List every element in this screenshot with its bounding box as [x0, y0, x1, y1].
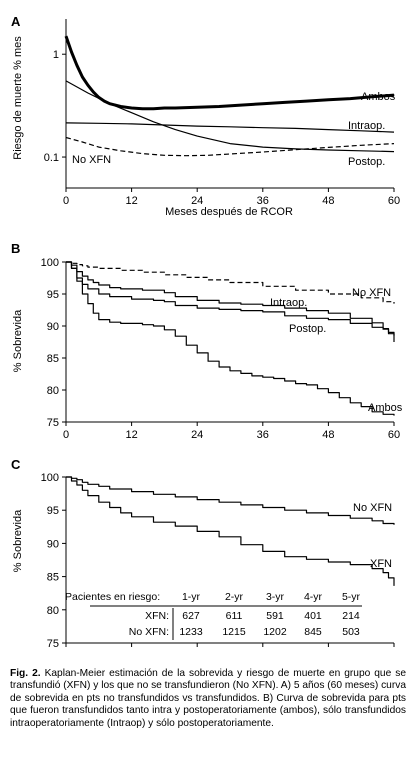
- panel-a: A Riesgo de muerte % mes Meses después d…: [11, 14, 400, 218]
- panel-a-series-ambos: [64, 35, 395, 111]
- panel-b-x-tick-label: 0: [63, 429, 69, 441]
- at-risk-xfn-2: 611: [226, 610, 243, 622]
- panel-a-series-no-xfn: [65, 136, 395, 157]
- panel-a-xlabel: Meses después de RCOR: [165, 206, 293, 218]
- panel-b-x-tick-label: 48: [322, 429, 334, 441]
- panel-b-y-tick-label: 100: [41, 257, 59, 269]
- panel-c-ylabel: % Sobrevida: [12, 509, 24, 572]
- panel-c-y-tick-label: 75: [47, 638, 59, 650]
- at-risk-xfn-5: 214: [342, 610, 360, 622]
- panel-a-series-postop: [65, 80, 395, 153]
- panel-b-x-tick-label: 12: [125, 429, 137, 441]
- at-risk-noxfn-4: 845: [304, 626, 322, 638]
- panel-c-series-no-xfn: [66, 476, 395, 525]
- at-risk-row-label-xfn: XFN:: [145, 610, 169, 622]
- panel-c-series-label-no-xfn: No XFN: [353, 502, 392, 514]
- panel-c-y-tick-label: 95: [47, 505, 59, 517]
- panel-a-x-tick-label: 0: [63, 195, 69, 207]
- at-risk-noxfn-3: 1202: [263, 626, 287, 638]
- panel-b-y-tick-label: 75: [47, 417, 59, 429]
- at-risk-col-1: 1-yr: [182, 591, 201, 603]
- panel-a-series-intraop: [65, 122, 395, 133]
- panel-b-series-ambos: [66, 261, 395, 416]
- at-risk-col-3: 3-yr: [266, 591, 285, 603]
- panel-a-series-label-postop: Postop.: [348, 156, 385, 168]
- panel-b-ylabel: % Sobrevida: [12, 309, 24, 372]
- panel-c-series-xfn: [66, 476, 395, 586]
- at-risk-col-2: 2-yr: [225, 591, 244, 603]
- panel-a-y-tick-label: 0.1: [44, 152, 59, 164]
- at-risk-xfn-3: 591: [266, 610, 284, 622]
- panel-a-series-label-intraop: Intraop.: [348, 120, 385, 132]
- panel-a-series-label-ambos: Ambos: [361, 91, 396, 103]
- at-risk-noxfn-5: 503: [342, 626, 360, 638]
- at-risk-col-5: 5-yr: [342, 591, 361, 603]
- panel-a-x-tick-label: 24: [191, 195, 203, 207]
- panel-c-y-tick-label: 85: [47, 572, 59, 584]
- figure-caption: Fig. 2. Kaplan-Meier estimación de la so…: [10, 668, 406, 730]
- caption-text: Kaplan-Meier estimación de la sobrevida …: [10, 668, 406, 729]
- panel-b-y-tick-label: 95: [47, 289, 59, 301]
- at-risk-noxfn-1: 1233: [179, 626, 203, 638]
- panel-b-plot: 0 12 24 36 48 60 75 80 85 90 95 100 No XFN Intraop. Po…: [41, 257, 403, 441]
- at-risk-xfn-1: 627: [182, 610, 200, 622]
- panel-a-plot: 0 12 24 36 48 60 1 0.1 Ambos Intraop. Postop. No XF…: [44, 19, 400, 207]
- at-risk-table: Pacientes en riesgo: 1-yr 2-yr 3-yr 4-yr…: [65, 591, 362, 640]
- panel-c: C % Sobrevida 012243648607580859095100No…: [11, 457, 395, 650]
- at-risk-row-label-noxfn: No XFN:: [129, 626, 169, 638]
- panel-b-series-label-intraop: Intraop.: [270, 297, 307, 309]
- panel-b-series-postop: [66, 261, 395, 342]
- panel-b-series-no-xfn: [66, 261, 395, 304]
- panel-b-y-tick-label: 80: [47, 385, 59, 397]
- panel-b-y-tick-label: 90: [47, 321, 59, 333]
- at-risk-title: Pacientes en riesgo:: [65, 591, 160, 603]
- panel-b-series-label-no-xfn: No XFN: [352, 287, 391, 299]
- at-risk-noxfn-2: 1215: [222, 626, 246, 638]
- panel-a-ylabel: Riesgo de muerte % mes: [12, 36, 24, 160]
- panel-b-series-label-ambos: Ambos: [368, 402, 403, 414]
- panel-b-series-label-postop: Postop.: [289, 323, 326, 335]
- panel-b-y-tick-label: 85: [47, 353, 59, 365]
- figure: A Riesgo de muerte % mes Meses después d…: [11, 14, 403, 650]
- panel-c-y-tick-label: 90: [47, 538, 59, 550]
- at-risk-xfn-4: 401: [304, 610, 322, 622]
- panel-a-y-tick-label: 1: [53, 49, 59, 61]
- panel-a-x-tick-label: 48: [322, 195, 334, 207]
- panel-a-letter: A: [11, 14, 21, 29]
- panel-b-letter: B: [11, 241, 20, 256]
- caption-label: Fig. 2.: [10, 668, 41, 679]
- panel-a-x-tick-label: 12: [125, 195, 137, 207]
- panel-b-x-tick-label: 60: [388, 429, 400, 441]
- panel-a-series-label-no-xfn: No XFN: [72, 154, 111, 166]
- panel-b: B % Sobrevida 0 12 24 36 48 60 75 80 85 90 95 100 No…: [11, 241, 403, 441]
- panel-c-series-label-xfn: XFN: [370, 558, 392, 570]
- panel-c-y-tick-label: 80: [47, 605, 59, 617]
- panel-b-x-tick-label: 36: [257, 429, 269, 441]
- panel-c-letter: C: [11, 457, 21, 472]
- panel-b-series-intraop: [66, 261, 395, 336]
- panel-b-x-tick-label: 24: [191, 429, 203, 441]
- panel-a-x-tick-label: 60: [388, 195, 400, 207]
- panel-a-x-tick-label: 36: [257, 195, 269, 207]
- at-risk-col-4: 4-yr: [304, 591, 323, 603]
- panel-c-y-tick-label: 100: [41, 472, 59, 484]
